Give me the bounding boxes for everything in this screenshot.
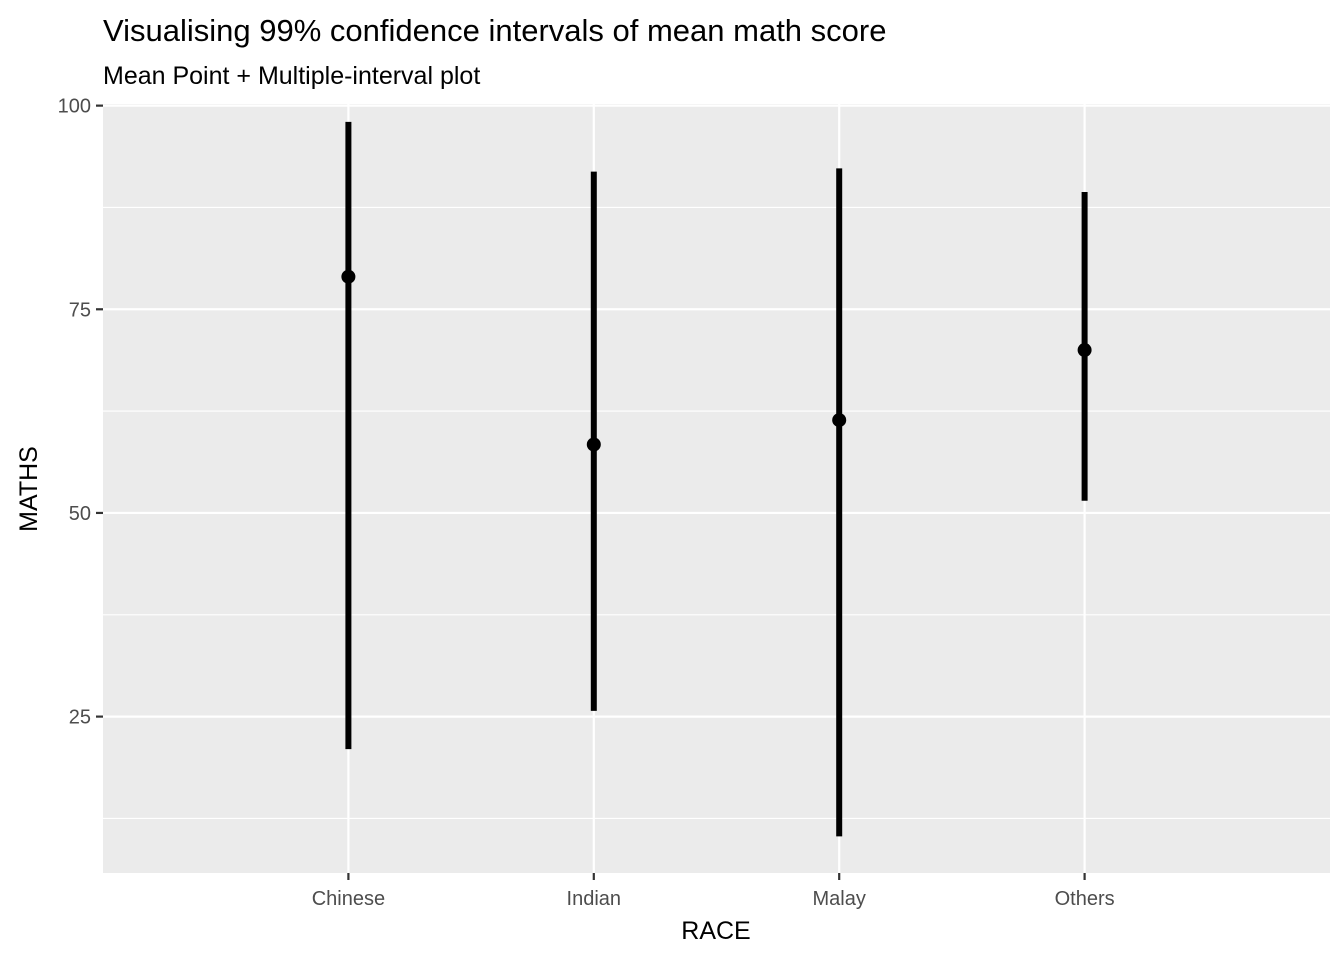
mean-point — [832, 413, 847, 428]
y-axis-title: MATHS — [15, 446, 43, 532]
grid-minor — [103, 206, 1330, 819]
y-axis: 25 50 75 100 — [58, 96, 103, 729]
mean-point — [1077, 343, 1092, 358]
x-tick-label: Malay — [813, 888, 866, 910]
chart-title: Visualising 99% confidence intervals of … — [103, 13, 886, 48]
y-tick-label: 100 — [58, 96, 91, 118]
plot-panel — [103, 104, 1330, 873]
x-axis: Chinese Indian Malay Others — [312, 873, 1115, 910]
x-tick-label: Indian — [567, 888, 622, 910]
y-tick-label: 50 — [69, 503, 91, 525]
x-tick-label: Others — [1055, 888, 1115, 910]
mean-point — [586, 437, 601, 452]
y-tick-label: 25 — [69, 707, 91, 729]
chart-subtitle: Mean Point + Multiple-interval plot — [103, 62, 480, 90]
data-marks — [341, 121, 1092, 837]
x-tick-label: Chinese — [312, 888, 385, 910]
mean-point — [341, 269, 356, 284]
y-tick-label: 75 — [69, 299, 91, 321]
x-axis-title: RACE — [681, 917, 750, 945]
